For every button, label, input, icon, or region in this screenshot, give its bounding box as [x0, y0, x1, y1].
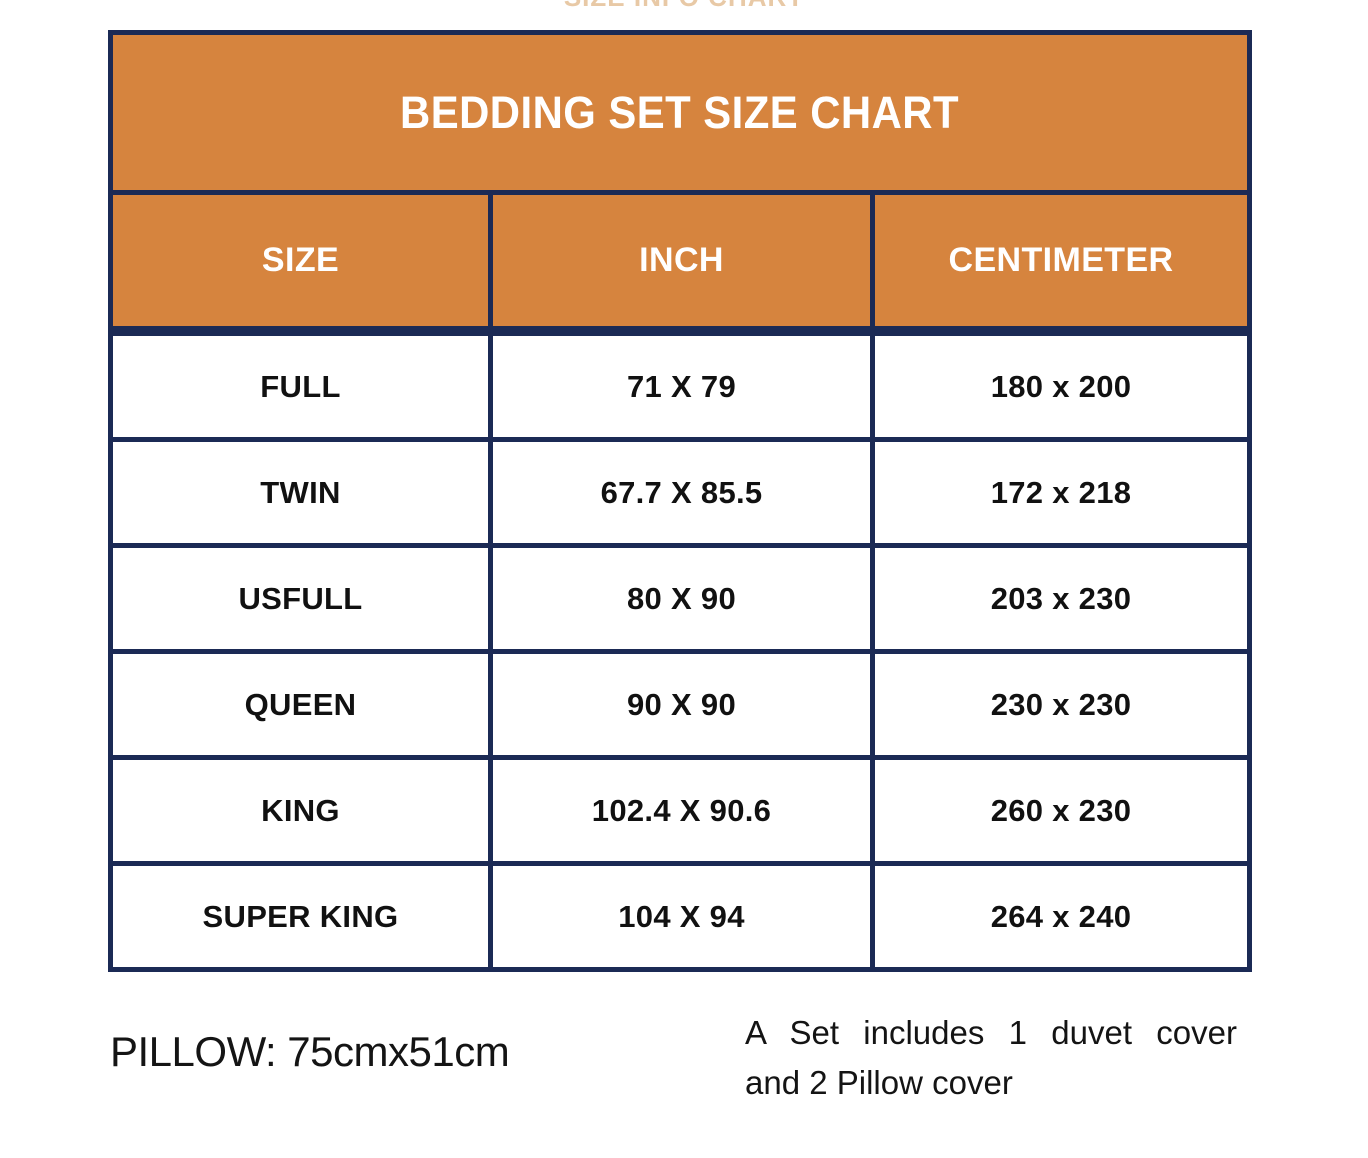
- table-row: KING 102.4 X 90.6 260 x 230: [113, 755, 1247, 861]
- cell-centimeter: 260 x 230: [870, 760, 1247, 861]
- cell-inch: 90 X 90: [488, 654, 870, 755]
- cell-centimeter: 180 x 200: [870, 336, 1247, 437]
- cut-off-top-heading: SIZE INFO CHART: [0, 0, 1368, 13]
- cell-centimeter: 230 x 230: [870, 654, 1247, 755]
- cell-centimeter: 203 x 230: [870, 548, 1247, 649]
- cell-inch: 67.7 X 85.5: [488, 442, 870, 543]
- pillow-size-note: PILLOW: 75cmx51cm: [110, 1028, 510, 1075]
- column-header-centimeter: CENTIMETER: [870, 195, 1247, 326]
- cell-size: TWIN: [260, 474, 341, 510]
- set-contents-note-line-1: A Set includes 1 duvet cover: [745, 1014, 1237, 1051]
- table-row: QUEEN 90 X 90 230 x 230: [113, 649, 1247, 755]
- chart-title-row: BEDDING SET SIZE CHART: [113, 35, 1247, 195]
- cell-centimeter: 172 x 218: [870, 442, 1247, 543]
- cell-size: QUEEN: [244, 686, 357, 722]
- cell-size: SUPER KING: [202, 898, 399, 934]
- footer-notes: PILLOW: 75cmx51cm A Set includes 1 duvet…: [0, 1000, 1368, 1130]
- table-row: TWIN 67.7 X 85.5 172 x 218: [113, 437, 1247, 543]
- cell-inch: 71 X 79: [488, 336, 870, 437]
- table-row: FULL 71 X 79 180 x 200: [113, 331, 1247, 437]
- cell-centimeter: 264 x 240: [870, 866, 1247, 967]
- page-title: BEDDING SET SIZE CHART: [400, 86, 960, 138]
- cell-size: FULL: [260, 368, 341, 404]
- cell-inch: 80 X 90: [488, 548, 870, 649]
- set-contents-note-line-2: and 2 Pillow cover: [745, 1064, 1013, 1101]
- cell-size: KING: [261, 792, 340, 828]
- cell-inch: 102.4 X 90.6: [488, 760, 870, 861]
- cell-size: USFULL: [238, 580, 363, 616]
- size-chart-table: BEDDING SET SIZE CHART SIZE INCH CENTIME…: [108, 30, 1252, 972]
- column-header-inch: INCH: [488, 195, 870, 326]
- table-row: USFULL 80 X 90 203 x 230: [113, 543, 1247, 649]
- cell-inch: 104 X 94: [488, 866, 870, 967]
- table-header-row: SIZE INCH CENTIMETER: [113, 195, 1247, 331]
- table-row: SUPER KING 104 X 94 264 x 240: [113, 861, 1247, 967]
- column-header-size: SIZE: [261, 241, 340, 279]
- set-contents-note: A Set includes 1 duvet cover and 2 Pillo…: [745, 1008, 1237, 1108]
